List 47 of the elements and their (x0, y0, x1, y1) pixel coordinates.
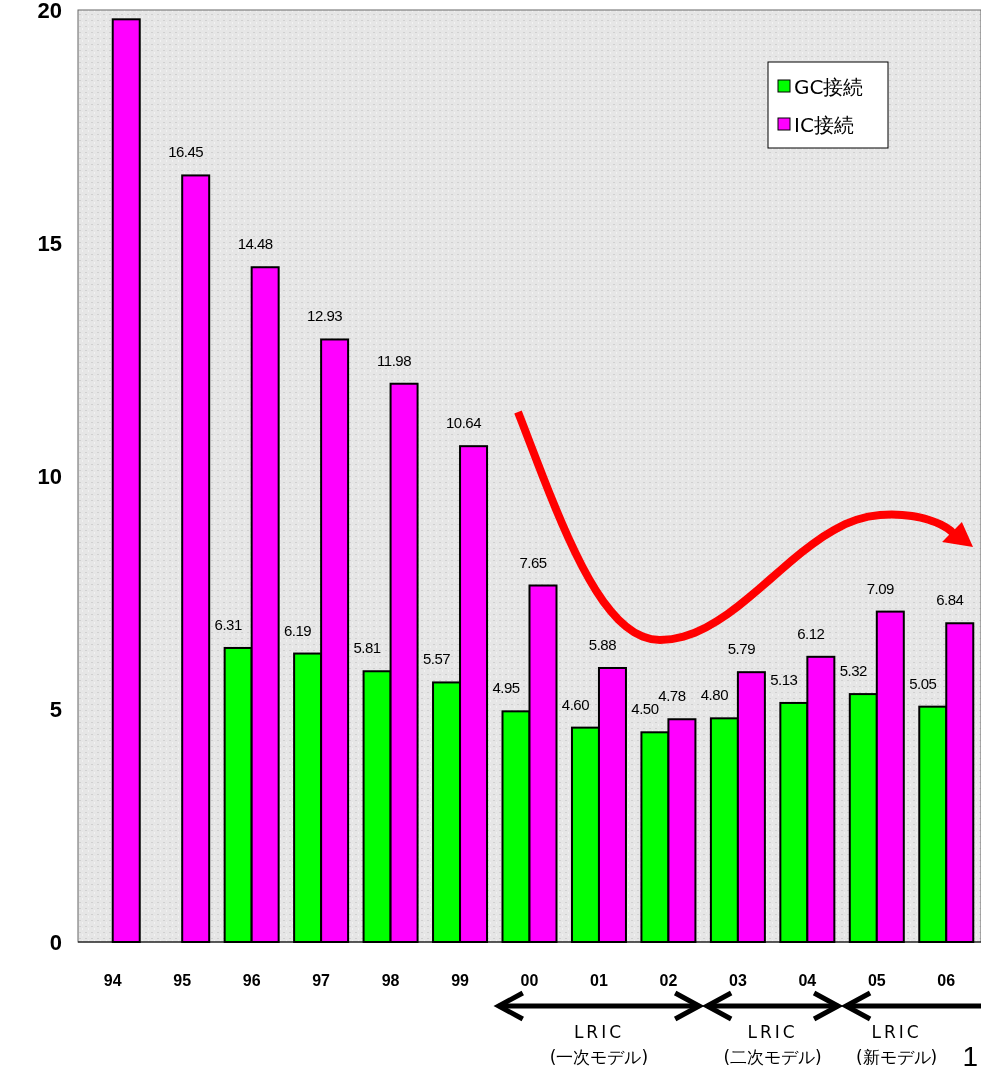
data-label: 5.79 (727, 640, 756, 658)
data-label: 6.31 (214, 615, 242, 633)
text: 1 (962, 1041, 978, 1072)
x-tick-label: 97 (312, 972, 331, 989)
data-label: 6.12 (797, 624, 825, 642)
data-label: 12.93 (307, 307, 343, 325)
data-label: 4.50 (631, 700, 659, 718)
data-label: 6.19 (284, 621, 312, 639)
data-label: 7.09 (866, 579, 895, 597)
x-tick-label: 01 (590, 972, 608, 989)
y-tick-label: 15 (37, 231, 62, 256)
data-label: 14.48 (237, 235, 273, 253)
x-tick-label: 96 (242, 972, 261, 989)
data-label: 5.13 (770, 670, 798, 688)
data-label: 16.45 (168, 143, 204, 161)
x-tick-label: 94 (103, 972, 122, 989)
legend-label: GC接続 (794, 75, 864, 99)
data-label: 11.98 (377, 351, 412, 369)
x-tick-label: 05 (867, 972, 886, 989)
y-tick-label: 10 (37, 464, 62, 489)
data-label: 4.60 (561, 695, 590, 713)
text: LRIC (一次モデル) (549, 1022, 649, 1067)
data-label: 6.84 (936, 591, 964, 609)
x-tick-label: 95 (173, 972, 192, 989)
x-tick-label: 06 (937, 972, 956, 989)
x-tick-label: 04 (798, 972, 817, 989)
x-tick-label: 03 (728, 972, 747, 989)
data-label: 7.65 (519, 553, 547, 571)
x-tick-label: 00 (520, 972, 539, 989)
data-label: 10.64 (446, 414, 482, 432)
x-tick-label: 99 (451, 972, 470, 989)
x-tick-label: 98 (381, 972, 400, 989)
data-label: 5.32 (839, 662, 868, 680)
data-label: 5.05 (909, 674, 937, 692)
legend-label: IC接続 (794, 113, 854, 137)
data-label: 5.81 (353, 639, 381, 657)
data-label: 4.80 (700, 686, 729, 704)
y-tick-label: 0 (49, 930, 62, 955)
y-tick-label: 5 (49, 697, 62, 722)
y-tick-label: 20 (37, 0, 62, 23)
data-label: 4.78 (658, 687, 686, 705)
data-label: 4.95 (492, 679, 520, 697)
text: LRIC (二次モデル) (723, 1022, 822, 1067)
text: LRIC (新モデル) (855, 1022, 938, 1067)
x-tick-label: 02 (659, 972, 678, 989)
data-label: 5.88 (588, 635, 617, 653)
data-label: 5.57 (422, 650, 451, 668)
